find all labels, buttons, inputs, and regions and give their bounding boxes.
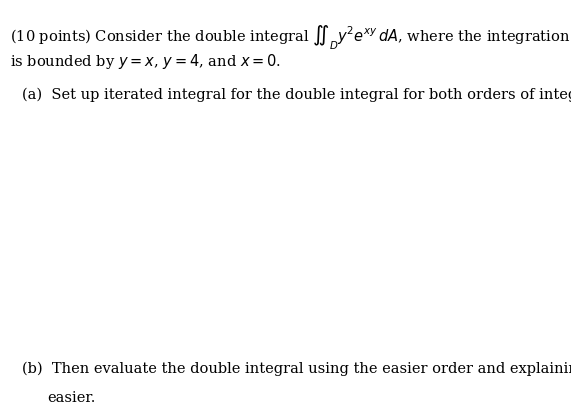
Text: is bounded by $y = x$, $y = 4$, and $x = 0$.: is bounded by $y = x$, $y = 4$, and $x =… bbox=[10, 52, 282, 71]
Text: (b)  Then evaluate the double integral using the easier order and explaining why: (b) Then evaluate the double integral us… bbox=[22, 361, 571, 375]
Text: (10 points) Consider the double integral $\iint_D y^2e^{xy}\,dA$, where the inte: (10 points) Consider the double integral… bbox=[10, 23, 571, 52]
Text: easier.: easier. bbox=[47, 391, 96, 404]
Text: (a)  Set up iterated integral for the double integral for both orders of integra: (a) Set up iterated integral for the dou… bbox=[22, 88, 571, 102]
